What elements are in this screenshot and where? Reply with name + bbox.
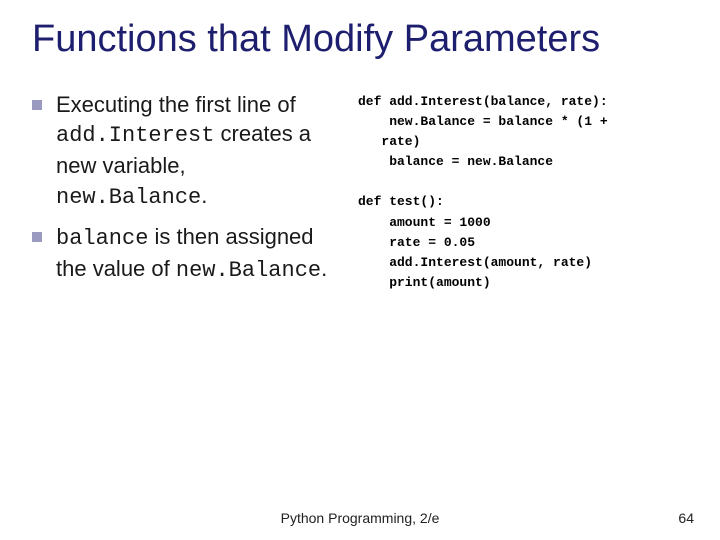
footer: Python Programming, 2/e [0, 510, 720, 526]
code-run: new.Balance [56, 185, 201, 210]
bullet-text: Executing the first line of add.Interest… [56, 90, 342, 213]
content-row: Executing the first line of add.Interest… [32, 90, 688, 296]
slide: Functions that Modify Parameters Executi… [0, 0, 720, 540]
slide-title: Functions that Modify Parameters [32, 18, 688, 62]
code-column: def add.Interest(balance, rate): new.Bal… [358, 90, 678, 296]
code-run: add.Interest [56, 123, 214, 148]
text-run: . [201, 183, 207, 208]
bullet-text: balance is then assigned the value of ne… [56, 222, 342, 285]
code-run: balance [56, 226, 148, 251]
text-run: . [321, 256, 327, 281]
page-number: 64 [678, 510, 694, 526]
bullet-marker-icon [32, 100, 42, 110]
bullet-item: Executing the first line of add.Interest… [32, 90, 342, 213]
bullet-item: balance is then assigned the value of ne… [32, 222, 342, 285]
code-run: new.Balance [176, 258, 321, 283]
text-run: Executing the first line of [56, 92, 296, 117]
footer-text: Python Programming, 2/e [281, 510, 440, 526]
code-block: def add.Interest(balance, rate): new.Bal… [358, 92, 678, 293]
bullet-column: Executing the first line of add.Interest… [32, 90, 342, 296]
bullet-marker-icon [32, 232, 42, 242]
